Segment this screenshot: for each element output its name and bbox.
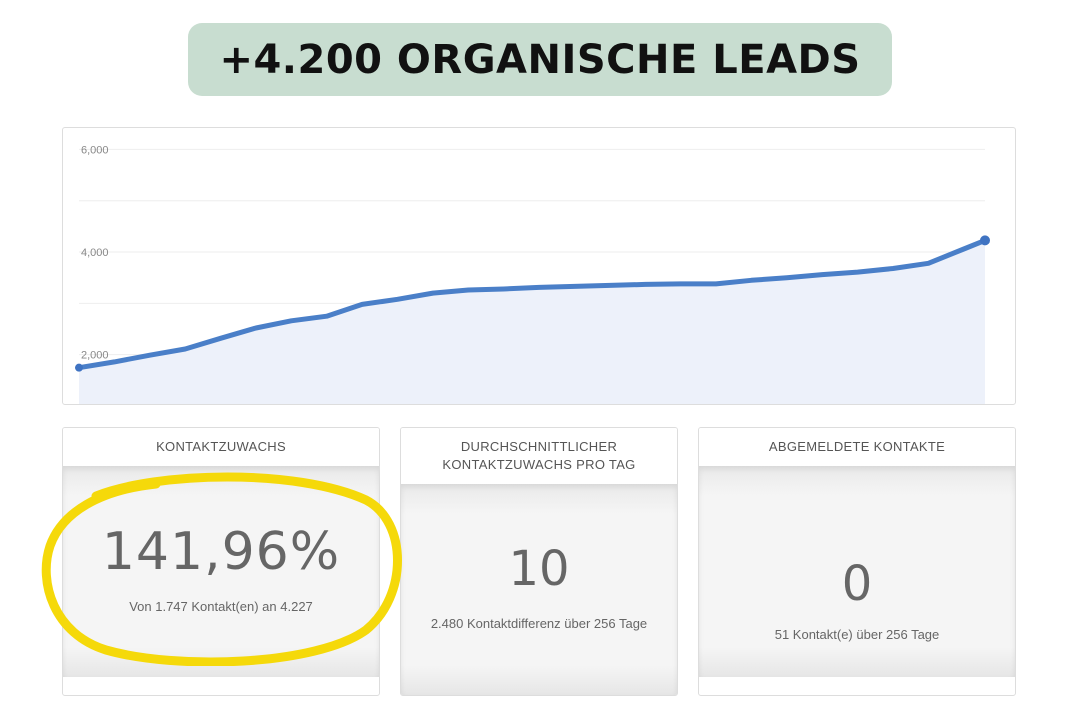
- headline-text: +4.200 ORGANISCHE LEADS: [219, 36, 861, 83]
- card-contact-growth-body: 141,96% Von 1.747 Kontakt(en) an 4.227: [63, 466, 379, 677]
- y-tick-label: 2,000: [81, 350, 109, 362]
- card-contact-growth: KONTAKTZUWACHS 141,96% Von 1.747 Kontakt…: [62, 427, 380, 696]
- avg-growth-value: 10: [508, 541, 570, 597]
- card-unsubscribed-body: 0 51 Kontakt(e) über 256 Tage: [699, 466, 1015, 677]
- contact-growth-chart-panel: 6,000 4,000 2,000: [62, 127, 1016, 405]
- avg-growth-subtext: 2.480 Kontaktdifferenz über 256 Tage: [430, 616, 648, 631]
- card-unsubscribed-header: ABGEMELDETE KONTAKTE: [699, 428, 1015, 466]
- unsubscribed-subtext: 51 Kontakt(e) über 256 Tage: [774, 627, 940, 642]
- contact-growth-subtext: Von 1.747 Kontakt(en) an 4.227: [129, 599, 313, 614]
- card-avg-growth-per-day: DURCHSCHNITTLICHER KONTAKTZUWACHS PRO TA…: [400, 427, 678, 696]
- card-avg-growth-body: 10 2.480 Kontaktdifferenz über 256 Tage: [401, 484, 677, 695]
- series-end-point: [980, 235, 990, 246]
- contact-growth-value: 141,96%: [101, 522, 341, 582]
- series-area: [79, 240, 985, 404]
- unsubscribed-value: 0: [841, 556, 873, 612]
- card-unsubscribed-contacts: ABGEMELDETE KONTAKTE 0 51 Kontakt(e) übe…: [698, 427, 1016, 696]
- headline-banner: +4.200 ORGANISCHE LEADS: [188, 23, 892, 96]
- card-contact-growth-header: KONTAKTZUWACHS: [63, 428, 379, 466]
- y-tick-label: 6,000: [81, 144, 109, 156]
- series-line: [76, 237, 988, 371]
- card-avg-growth-header: DURCHSCHNITTLICHER KONTAKTZUWACHS PRO TA…: [401, 428, 677, 484]
- contact-growth-chart: 6,000 4,000 2,000: [75, 144, 990, 404]
- series-start-point: [75, 363, 83, 372]
- y-tick-label: 4,000: [81, 247, 109, 259]
